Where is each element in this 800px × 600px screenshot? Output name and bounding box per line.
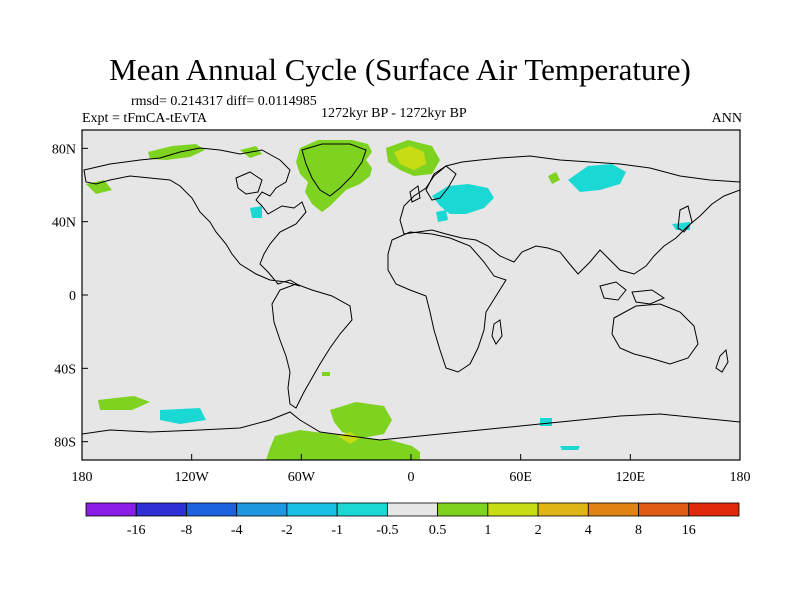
anomaly-antarctica	[266, 430, 420, 460]
lat-tick-label: 80N	[52, 142, 76, 157]
colorbar-swatch	[186, 502, 238, 517]
coast-new-guinea	[631, 289, 666, 305]
anomaly-hudson	[250, 206, 262, 218]
coast-north-america	[83, 147, 307, 287]
anomaly-southern-ocean-indian	[540, 418, 552, 426]
experiment-label: Expt = tFmCA-tEvTA	[82, 111, 207, 126]
colorbar-swatch	[587, 502, 639, 517]
colorbar-label: 0.5	[429, 523, 447, 538]
coast-africa	[387, 231, 507, 373]
anomaly-mediterranean	[436, 210, 448, 222]
anomaly-south-atlantic-spot	[322, 372, 330, 376]
coast-australia	[611, 303, 699, 365]
season-label: ANN	[711, 111, 742, 126]
coast-eurasia	[399, 155, 740, 275]
colorbar-swatch	[236, 502, 288, 517]
anomaly-antarctic-ross	[560, 446, 580, 450]
coast-japan	[677, 205, 693, 233]
longitude-axis: 180 120W 60W 0 60E 120E 180	[72, 454, 751, 485]
colorbar-label: -2	[281, 523, 293, 538]
colorbar-swatch	[688, 502, 740, 517]
coast-borneo	[599, 281, 627, 301]
anomaly-eastern-europe	[432, 184, 494, 214]
lat-tick-label: 40N	[52, 216, 76, 231]
colorbar-swatch	[135, 502, 187, 517]
coastlines	[82, 143, 740, 441]
colorbar-label: -4	[231, 523, 243, 538]
colorbar-swatch	[386, 502, 439, 517]
anomaly-barents-core	[394, 146, 426, 170]
lon-tick-label: 180	[730, 470, 751, 485]
colorbar-swatch	[437, 502, 489, 517]
colorbar-label: -1	[331, 523, 343, 538]
anomaly-south-pacific	[98, 396, 150, 410]
period-label: 1272kyr BP - 1272kyr BP	[321, 106, 467, 121]
coast-scandinavia	[425, 165, 457, 201]
lon-tick-label: 180	[72, 470, 93, 485]
coast-hudson-bay	[235, 171, 263, 195]
colorbar-swatch	[537, 502, 589, 517]
lon-tick-label: 60W	[288, 470, 316, 485]
latitude-axis: 80N 40N 0 40S 80S	[52, 142, 88, 451]
stats-text: rmsd= 0.214317 diff= 0.0114985	[131, 94, 317, 109]
lat-tick-label: 40S	[54, 362, 76, 377]
anomaly-central-siberia	[568, 164, 626, 192]
colorbar-label: 2	[535, 523, 542, 538]
colorbar-label: 1	[484, 523, 491, 538]
colorbar: -16 -8 -4 -2 -1 -0.5 0.5 1 2 4 8 16	[85, 502, 740, 538]
anomaly-fields	[86, 140, 690, 460]
colorbar-label: -16	[127, 523, 146, 538]
colorbar-label: 8	[635, 523, 642, 538]
coast-madagascar	[491, 319, 503, 345]
map-background	[82, 130, 740, 460]
lon-tick-label: 120E	[616, 470, 646, 485]
colorbar-label: -0.5	[376, 523, 398, 538]
anomaly-siberia-west	[548, 172, 560, 184]
anomaly-weddell	[330, 402, 392, 438]
lon-tick-label: 0	[408, 470, 415, 485]
lon-tick-label: 120W	[175, 470, 210, 485]
anomaly-north-alaska	[148, 144, 205, 160]
colorbar-swatch	[286, 502, 338, 517]
coast-new-zealand	[715, 348, 729, 373]
colorbar-swatch	[487, 502, 539, 517]
plot-title: Mean Annual Cycle (Surface Air Temperatu…	[109, 52, 691, 87]
colorbar-label: 16	[682, 523, 696, 538]
lat-tick-label: 0	[69, 289, 76, 304]
colorbar-swatch	[85, 502, 137, 517]
coast-greenland	[301, 143, 367, 197]
anomaly-greenland	[296, 140, 372, 212]
anomaly-southern-ocean-pacific	[160, 408, 206, 424]
coast-antarctica	[82, 411, 740, 441]
coast-south-america	[271, 283, 353, 409]
colorbar-label: -8	[181, 523, 193, 538]
colorbar-label: 4	[585, 523, 592, 538]
colorbar-swatch	[638, 502, 690, 517]
lon-tick-label: 60E	[509, 470, 532, 485]
coast-british-isles	[409, 185, 421, 203]
colorbar-swatch	[336, 502, 388, 517]
lat-tick-label: 80S	[54, 436, 76, 451]
